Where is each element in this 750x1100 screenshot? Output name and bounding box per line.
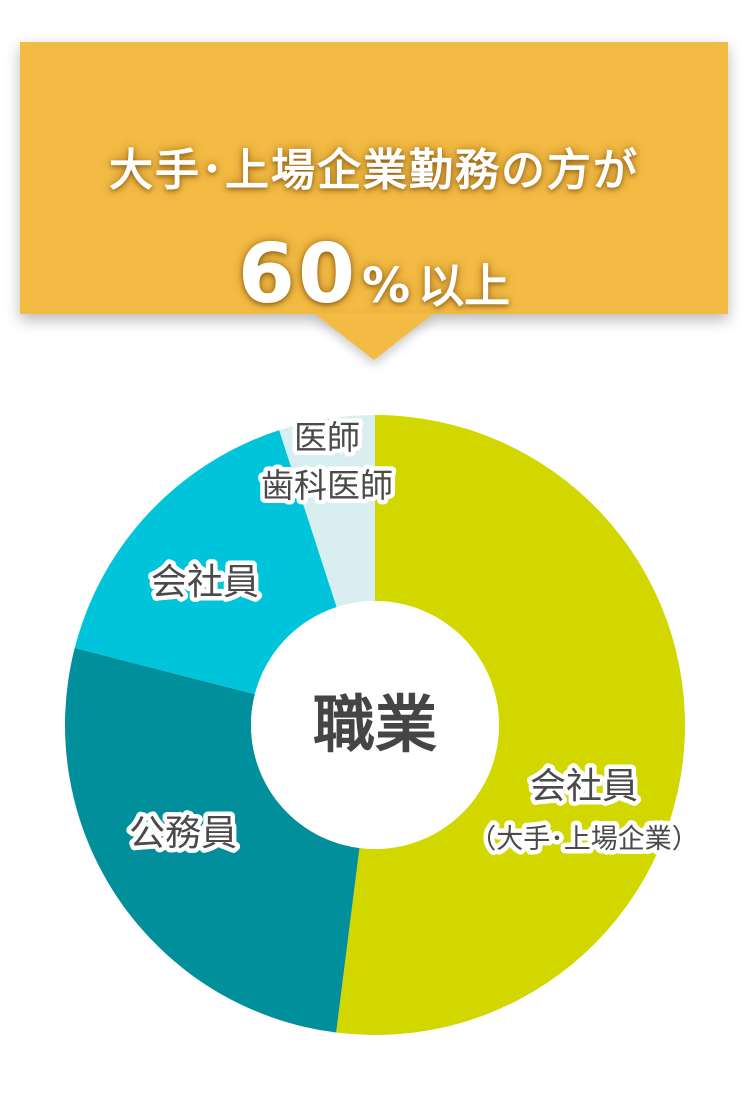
stat-unit: % <box>362 258 411 314</box>
donut-hole <box>251 601 499 849</box>
donut-slices <box>64 415 685 1035</box>
slice-sublabel-3: 歯科医師 <box>261 466 393 505</box>
stat-row: 60% 以上 <box>20 227 728 322</box>
stat-suffix: 以上 <box>418 259 511 313</box>
donut-slice-3 <box>279 415 375 608</box>
banner-pointer-arrow <box>314 313 434 360</box>
slice-label-2: 会社員 <box>151 562 259 603</box>
slice-label-0: 会社員 <box>530 766 638 807</box>
chart-center-title: 職業 <box>313 688 437 761</box>
donut-slice-2 <box>74 430 337 695</box>
slice-label-1: 公務員 <box>129 813 237 854</box>
headline-text: 大手･上場企業勤務の方が <box>109 145 639 196</box>
donut-slice-1 <box>64 647 360 1033</box>
slice-sublabel-0: （大手･上場企業） <box>469 824 699 855</box>
stat-number: 60 <box>237 227 359 322</box>
slice-label-3: 医師 <box>294 418 360 457</box>
donut-slice-0 <box>336 415 685 1035</box>
headline-banner: 大手･上場企業勤務の方が 60% 以上 <box>20 42 728 360</box>
